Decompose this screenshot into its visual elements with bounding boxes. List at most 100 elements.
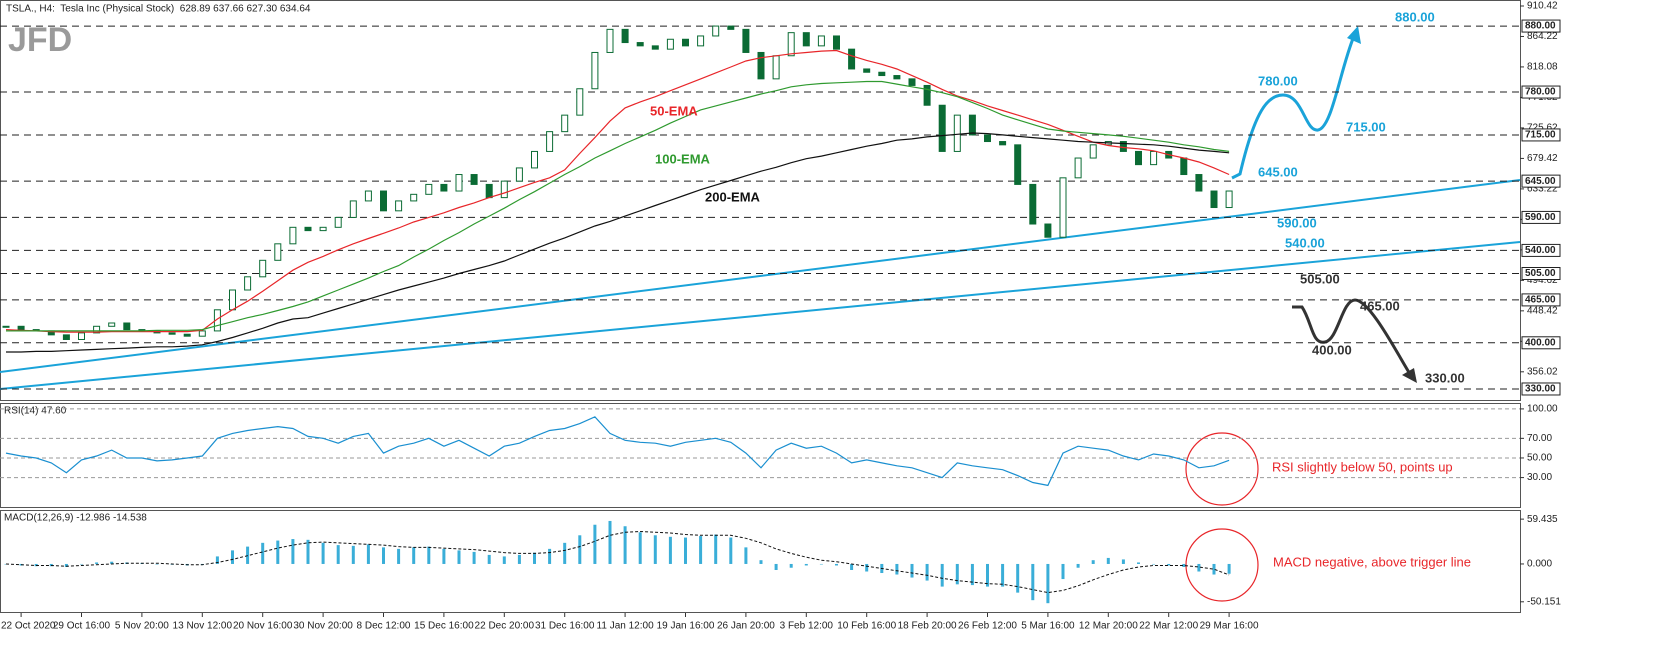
- candle: [440, 183, 448, 192]
- candle: [546, 131, 554, 152]
- candle: [1119, 141, 1127, 152]
- candle: [470, 174, 478, 185]
- x-tick-label: 18 Feb 20:00: [898, 621, 957, 632]
- candle: [304, 226, 312, 232]
- candle: [213, 309, 221, 332]
- x-tick-label: 22 Mar 12:00: [1139, 621, 1198, 632]
- macd-bar: [714, 534, 718, 564]
- ema-line: [5, 49, 1230, 333]
- macd-bar: [261, 542, 265, 564]
- level-label: 880.00: [1525, 21, 1556, 32]
- x-tick-label: 8 Dec 12:00: [357, 621, 411, 632]
- macd-bar: [1182, 563, 1186, 567]
- macd-bar: [412, 547, 416, 564]
- candle: [848, 48, 856, 70]
- candle: [742, 28, 750, 53]
- highlight-circle: [1185, 432, 1259, 506]
- y-tick-label: 818.08: [1527, 62, 1558, 73]
- macd-bar: [517, 554, 521, 564]
- macd-bar: [668, 536, 672, 564]
- candle: [757, 51, 765, 80]
- macd-bar: [986, 563, 989, 587]
- x-tick-label: 30 Nov 20:00: [293, 621, 353, 632]
- level-label: 400.00: [1525, 337, 1556, 348]
- candle: [289, 226, 297, 245]
- candle: [817, 35, 825, 47]
- macd-bar: [397, 548, 401, 564]
- y-tick-label: 448.42: [1527, 305, 1558, 316]
- candle: [410, 193, 418, 202]
- level-annotation: 540.00: [1285, 235, 1325, 250]
- macd-bar: [1137, 562, 1140, 564]
- x-tick-label: 15 Dec 16:00: [414, 621, 474, 632]
- candle: [787, 32, 795, 57]
- macd-bar: [774, 563, 778, 570]
- x-tick-label: 10 Feb 16:00: [837, 621, 896, 632]
- candle: [712, 25, 720, 37]
- level-annotation: 590.00: [1277, 215, 1317, 230]
- level-label: 645.00: [1525, 176, 1556, 187]
- level-box: [1521, 382, 1561, 396]
- macd-bar: [291, 539, 295, 564]
- candle: [334, 216, 342, 228]
- macd-bar: [970, 563, 974, 586]
- candle: [1044, 223, 1052, 238]
- candle: [938, 104, 946, 152]
- x-tick-label: 12 Mar 20:00: [1079, 621, 1138, 632]
- x-tick-label: 26 Feb 12:00: [958, 621, 1017, 632]
- candle: [78, 332, 85, 340]
- candle: [425, 183, 433, 195]
- macd-bar: [1001, 563, 1005, 587]
- x-tick-label: 22 Oct 2020: [1, 621, 56, 632]
- macd-bar: [80, 563, 83, 565]
- candle: [364, 190, 372, 202]
- candle: [1074, 157, 1082, 179]
- rsi-panel: [0, 403, 1521, 508]
- macd-bar: [789, 563, 793, 568]
- y-tick-label: 30.00: [1527, 472, 1552, 483]
- macd-bar: [64, 563, 68, 567]
- macd-bar: [1227, 563, 1231, 574]
- candle: [2, 325, 10, 328]
- macd-bar: [1212, 563, 1216, 575]
- macd-bar: [759, 560, 763, 564]
- price-title: TSLA., H4: Tesla Inc (Physical Stock) 62…: [6, 4, 311, 15]
- candle: [833, 35, 840, 50]
- candle: [168, 332, 176, 335]
- candle: [1225, 190, 1233, 209]
- level-annotation: 400.00: [1312, 342, 1352, 357]
- y-tick-label: -50.151: [1527, 596, 1561, 607]
- macd-title: MACD(12,26,9) -12.986 -14.538: [4, 513, 147, 524]
- y-tick-label: 0.000: [1527, 559, 1552, 570]
- level-annotation: 715.00: [1346, 119, 1386, 134]
- macd-bar: [336, 545, 340, 564]
- macd-bar: [472, 551, 476, 564]
- macd-bar: [925, 563, 929, 581]
- level-label: 540.00: [1525, 245, 1556, 256]
- x-tick-label: 29 Mar 16:00: [1200, 621, 1259, 632]
- candle: [1089, 144, 1097, 159]
- y-tick-label: 725.62: [1527, 123, 1558, 134]
- rsi-title: RSI(14) 47.60: [4, 406, 67, 417]
- logo: JFD: [8, 21, 72, 59]
- macd-bar: [1061, 563, 1065, 580]
- arrowhead: [1347, 26, 1361, 44]
- macd-bar: [804, 563, 808, 566]
- candle: [485, 183, 493, 199]
- macd-bar: [623, 526, 627, 564]
- candle: [697, 35, 705, 47]
- ema-line: [6, 80, 1230, 332]
- level-label: 505.00: [1525, 268, 1556, 279]
- macd-bar: [895, 563, 899, 575]
- macd-bar: [684, 537, 687, 564]
- macd-bar: [955, 563, 959, 585]
- y-tick-label: 679.42: [1527, 153, 1558, 164]
- y-tick-label: 70.00: [1527, 433, 1552, 444]
- macd-bar: [593, 524, 597, 564]
- candle: [198, 330, 206, 337]
- signal-line: [5, 530, 1230, 594]
- x-tick-label: 11 Jan 12:00: [597, 621, 655, 632]
- macd-bar: [442, 548, 446, 564]
- candle: [636, 42, 644, 47]
